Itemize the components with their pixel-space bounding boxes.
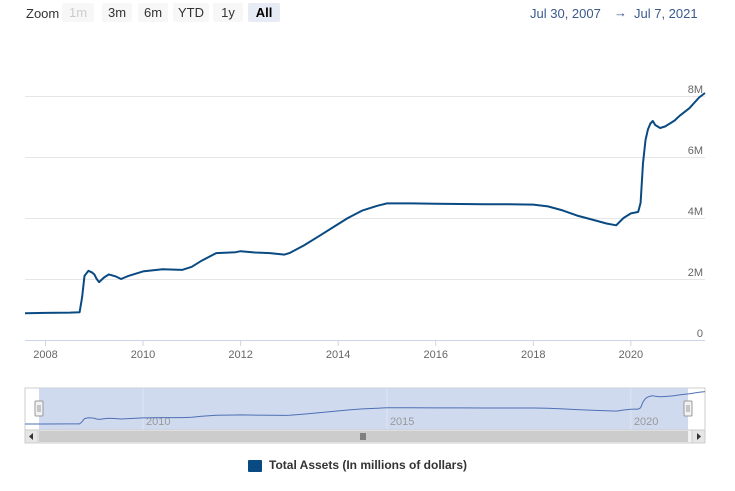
chevron-left-icon <box>29 433 33 440</box>
y-tick-label: 6M <box>688 145 703 157</box>
series-line-total-assets <box>24 92 706 315</box>
grid-lines <box>25 96 705 280</box>
chevron-right-icon <box>697 433 701 440</box>
x-tick-label: 2014 <box>326 349 350 361</box>
x-tick-label: 2020 <box>619 349 643 361</box>
y-tick-label: 4M <box>688 206 703 218</box>
y-tick-label: 8M <box>688 84 703 96</box>
navigator-tick-label: 2015 <box>390 416 414 428</box>
legend-label: Total Assets (In millions of dollars) <box>269 458 468 472</box>
x-tick-label: 2012 <box>228 349 252 361</box>
y-tick-label: 0 <box>697 328 703 340</box>
navigator-series-line <box>25 391 706 425</box>
zoom-6m-button[interactable]: 6m <box>138 3 168 22</box>
navigator[interactable]: 2010 2015 2020 <box>24 387 706 431</box>
y-axis: 0 2M 4M 6M 8M <box>688 84 703 340</box>
zoom-ytd-button[interactable]: YTD <box>173 3 209 22</box>
navigator-handle-left[interactable] <box>34 400 44 417</box>
scrollbar[interactable] <box>24 429 706 444</box>
x-tick-label: 2010 <box>131 349 155 361</box>
date-range-from[interactable]: Jul 30, 2007 <box>530 6 601 21</box>
main-plot <box>24 92 706 315</box>
zoom-all-button[interactable]: All <box>248 3 280 22</box>
y-tick-label: 2M <box>688 267 703 279</box>
date-range-to[interactable]: Jul 7, 2021 <box>634 6 698 21</box>
date-range-arrow: → <box>614 5 627 20</box>
zoom-1y-button[interactable]: 1y <box>213 3 243 22</box>
navigator-handle-right[interactable] <box>683 400 693 417</box>
x-tick-label: 2018 <box>521 349 545 361</box>
zoom-3m-button[interactable]: 3m <box>102 3 132 22</box>
range-selector: Zoom 1m 3m 6m YTD 1y All Jul 30, 2007 → … <box>0 0 735 26</box>
zoom-1m-button[interactable]: 1m <box>62 3 94 22</box>
x-axis: 2008 2010 2012 2014 2016 2018 2020 <box>25 340 705 361</box>
navigator-tick-label: 2020 <box>634 416 658 428</box>
zoom-label: Zoom <box>26 6 60 21</box>
x-tick-label: 2008 <box>33 349 57 361</box>
navigator-tick-label: 2010 <box>146 416 170 428</box>
x-tick-label: 2016 <box>423 349 447 361</box>
legend-swatch <box>248 460 262 472</box>
